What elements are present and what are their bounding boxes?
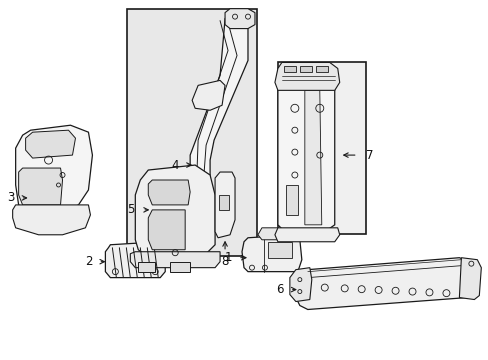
Text: 7: 7	[365, 149, 373, 162]
Text: 1: 1	[224, 251, 231, 264]
Polygon shape	[148, 180, 190, 205]
Polygon shape	[19, 168, 62, 205]
Polygon shape	[274, 62, 339, 90]
Polygon shape	[315, 67, 327, 72]
Polygon shape	[135, 165, 215, 260]
Polygon shape	[458, 258, 480, 300]
Polygon shape	[277, 68, 334, 232]
Text: 5: 5	[126, 203, 134, 216]
Text: 6: 6	[276, 283, 283, 296]
Polygon shape	[285, 185, 297, 215]
Polygon shape	[267, 242, 291, 258]
Polygon shape	[224, 9, 254, 28]
Polygon shape	[215, 172, 235, 238]
Polygon shape	[127, 9, 256, 256]
Polygon shape	[295, 258, 473, 310]
Text: 3: 3	[7, 192, 14, 204]
Text: 4: 4	[171, 158, 179, 172]
Polygon shape	[148, 210, 185, 250]
Text: 2: 2	[84, 255, 92, 268]
Polygon shape	[299, 67, 311, 72]
Polygon shape	[304, 90, 321, 225]
Polygon shape	[190, 13, 247, 225]
Polygon shape	[274, 228, 339, 242]
Polygon shape	[105, 242, 165, 278]
Polygon shape	[219, 195, 228, 210]
Polygon shape	[170, 262, 190, 272]
Polygon shape	[277, 62, 365, 234]
Polygon shape	[138, 262, 155, 272]
Polygon shape	[16, 125, 92, 215]
Polygon shape	[130, 252, 220, 268]
Polygon shape	[284, 67, 295, 72]
Polygon shape	[289, 268, 311, 302]
Polygon shape	[192, 80, 224, 110]
Text: 8: 8	[221, 255, 228, 268]
Polygon shape	[242, 235, 301, 272]
Polygon shape	[25, 130, 75, 158]
Polygon shape	[258, 228, 279, 240]
Polygon shape	[13, 205, 90, 235]
